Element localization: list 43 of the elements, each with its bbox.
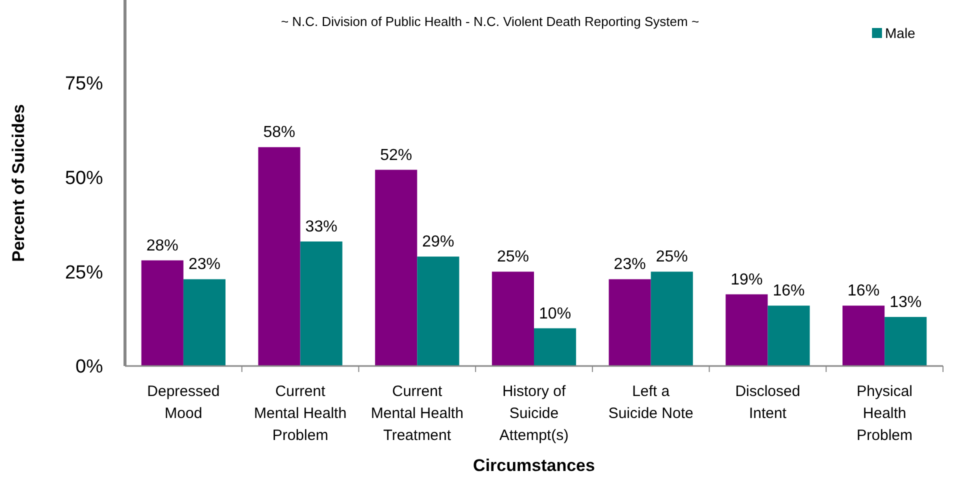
data-label: 16% <box>772 282 805 300</box>
data-label: 33% <box>305 218 338 236</box>
bar <box>650 272 693 366</box>
bar <box>726 294 768 366</box>
data-label: 58% <box>263 124 296 142</box>
x-tick-label: Disclosed Intent <box>735 383 800 422</box>
bar <box>534 328 576 366</box>
y-tick-label: 25% <box>64 262 104 284</box>
x-tick-label: Left a Suicide Note <box>608 383 694 422</box>
data-label: 25% <box>496 248 529 266</box>
data-label: 23% <box>188 256 220 274</box>
x-axis-title: Circumstances <box>473 456 595 475</box>
bar <box>183 279 226 366</box>
bar <box>375 170 418 366</box>
data-label: 52% <box>380 146 412 164</box>
x-tick-label: Physical Health Problem <box>856 383 912 444</box>
text: ~ N.C. Division of Public Health - N.C. Violent Death Reporting System ~ <box>280 14 700 29</box>
data-label: 19% <box>730 271 763 288</box>
data-label: 10% <box>539 305 572 322</box>
data-label: 23% <box>614 256 646 274</box>
legend-label: Male <box>885 24 916 41</box>
bar <box>768 306 810 366</box>
x-tick-label: History of Suicide Attempt(s) <box>499 383 569 444</box>
data-label: 16% <box>848 282 880 300</box>
bar <box>417 256 460 366</box>
data-label: 28% <box>146 237 178 254</box>
bar <box>492 272 534 366</box>
bar <box>842 306 885 366</box>
data-label: 29% <box>422 234 454 251</box>
bar <box>884 316 927 366</box>
y-axis-title: Percent of Suicides <box>9 104 28 262</box>
bar <box>300 241 342 366</box>
bar <box>141 260 184 366</box>
data-label: 25% <box>656 248 688 266</box>
x-tick-label: Depressed Mood <box>147 383 220 422</box>
bar <box>608 279 651 366</box>
x-tick-label: Current Mental Health Problem <box>254 383 347 444</box>
y-tick-label: 75% <box>64 74 104 95</box>
y-tick-label: 50% <box>64 168 104 189</box>
x-tick-label: Current Mental Health Treatment <box>370 383 464 444</box>
bar <box>258 147 300 366</box>
y-tick-label: 0% <box>76 356 104 378</box>
data-label: 13% <box>890 294 922 311</box>
